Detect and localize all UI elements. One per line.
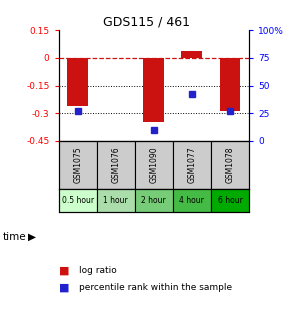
Text: ■: ■ [59, 282, 69, 292]
Text: time: time [3, 232, 27, 242]
Text: ■: ■ [59, 265, 69, 276]
Bar [211, 189, 249, 212]
Text: GDS115 / 461: GDS115 / 461 [103, 15, 190, 28]
Text: 4 hour: 4 hour [180, 196, 204, 205]
Text: 6 hour: 6 hour [218, 196, 242, 205]
Bar [143, 58, 164, 122]
Text: GSM1090: GSM1090 [149, 147, 158, 183]
Bar [219, 58, 241, 111]
Text: log ratio: log ratio [79, 266, 117, 275]
Bar [97, 189, 135, 212]
Text: 1 hour: 1 hour [103, 196, 128, 205]
Text: percentile rank within the sample: percentile rank within the sample [79, 283, 232, 292]
Bar [67, 58, 88, 106]
Text: GSM1076: GSM1076 [111, 147, 120, 183]
Text: 2 hour: 2 hour [142, 196, 166, 205]
Bar [59, 141, 97, 189]
Text: ▶: ▶ [28, 232, 36, 242]
Bar [59, 189, 97, 212]
Bar [173, 189, 211, 212]
Text: GSM1078: GSM1078 [226, 147, 234, 183]
Bar [135, 189, 173, 212]
Bar [173, 141, 211, 189]
Bar [135, 141, 173, 189]
Text: GSM1077: GSM1077 [188, 147, 196, 183]
Text: GSM1075: GSM1075 [73, 147, 82, 183]
Bar [211, 141, 249, 189]
Text: 0.5 hour: 0.5 hour [62, 196, 94, 205]
Bar [181, 51, 202, 58]
Bar [97, 141, 135, 189]
